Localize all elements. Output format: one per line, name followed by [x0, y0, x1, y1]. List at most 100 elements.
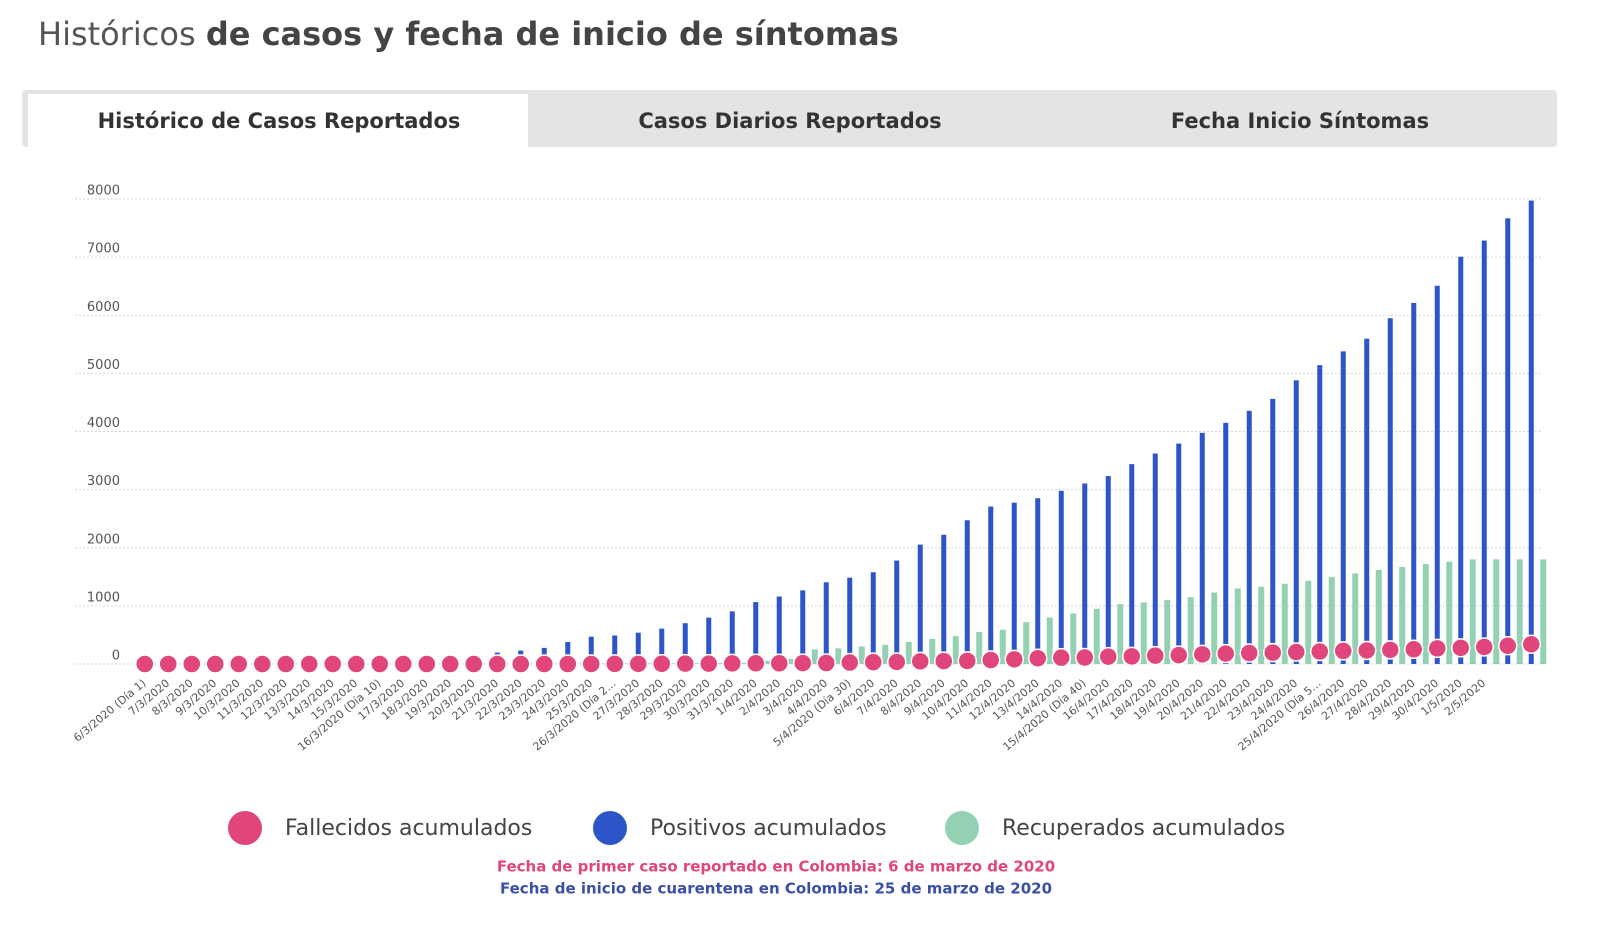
bar — [706, 617, 712, 664]
bar — [1446, 561, 1453, 664]
dot — [558, 654, 578, 674]
bar — [659, 628, 665, 664]
bar — [1105, 476, 1111, 664]
bar — [800, 590, 806, 664]
bar — [1070, 613, 1077, 664]
page-title: Históricos de casos y fecha de inicio de… — [38, 15, 899, 53]
dot — [675, 653, 695, 674]
dot — [1098, 646, 1118, 667]
bar — [1528, 200, 1534, 664]
bar — [1305, 580, 1312, 664]
dot — [205, 654, 225, 674]
legend-marker — [593, 811, 627, 845]
bar — [1352, 573, 1359, 664]
dot — [769, 653, 789, 673]
title-light: Históricos — [38, 15, 196, 53]
dot — [346, 654, 366, 674]
dot — [299, 654, 319, 674]
dot — [417, 654, 437, 674]
bar — [870, 572, 876, 664]
dot — [605, 654, 625, 674]
bar — [941, 534, 947, 664]
bar — [858, 646, 865, 664]
bar — [1458, 256, 1464, 664]
annotation: Fecha de primer caso reportado en Colomb… — [497, 858, 1055, 876]
bar — [835, 648, 842, 664]
y-tick-label: 3000 — [87, 474, 120, 489]
bar — [1129, 464, 1135, 664]
y-tick-label: 0 — [112, 649, 120, 664]
active-tab[interactable] — [28, 94, 528, 147]
bar — [753, 602, 759, 664]
dot — [1404, 639, 1424, 660]
dot — [957, 651, 977, 671]
bar — [929, 639, 936, 664]
bar — [776, 596, 782, 664]
tab[interactable]: Fecha Inicio Síntomas — [1171, 109, 1429, 133]
bar — [588, 636, 594, 664]
dot — [1333, 641, 1353, 661]
bar — [1340, 351, 1346, 664]
bar — [1117, 604, 1124, 664]
bar — [1199, 432, 1205, 664]
dot — [1498, 635, 1518, 656]
bar — [1411, 302, 1417, 664]
dot — [628, 654, 648, 674]
bar — [612, 635, 618, 664]
bar — [905, 641, 912, 664]
y-tick-label: 4000 — [87, 416, 120, 431]
dot — [393, 654, 413, 674]
dot — [1380, 640, 1400, 660]
bar — [1058, 490, 1064, 664]
legend-label: Recuperados acumulados — [1002, 816, 1285, 841]
dot — [722, 653, 742, 674]
title-bold: de casos y fecha de inicio de síntomas — [206, 15, 899, 53]
dot — [1051, 647, 1071, 668]
dot — [440, 654, 460, 674]
bar — [1540, 559, 1547, 664]
bar — [729, 611, 735, 664]
dot — [910, 651, 930, 672]
bar — [1011, 502, 1017, 664]
bar — [1281, 583, 1288, 664]
legend-label: Positivos acumulados — [650, 816, 887, 841]
bar — [741, 663, 748, 664]
dot — [1192, 644, 1212, 665]
bar — [1293, 380, 1299, 664]
bar — [1211, 592, 1218, 664]
bar — [999, 629, 1006, 664]
bar — [1176, 443, 1182, 664]
dot — [1286, 642, 1306, 662]
y-tick-label: 8000 — [87, 184, 120, 199]
dot — [511, 654, 531, 674]
bar — [1164, 600, 1171, 664]
legend-marker — [228, 811, 262, 845]
bar — [1481, 240, 1487, 664]
tab[interactable]: Histórico de Casos Reportados — [98, 109, 461, 133]
bar — [894, 560, 900, 664]
legend-label: Fallecidos acumulados — [285, 816, 532, 841]
dot — [793, 653, 813, 673]
bar — [1234, 588, 1241, 664]
dot — [1075, 647, 1095, 668]
bar — [1246, 410, 1252, 664]
bar — [1399, 566, 1406, 664]
dot — [1357, 640, 1377, 661]
dot — [252, 654, 272, 674]
dot — [816, 653, 836, 673]
bar — [1422, 564, 1429, 664]
dot — [746, 653, 766, 674]
bar — [694, 663, 701, 664]
bar — [1505, 218, 1511, 665]
bar — [976, 632, 983, 664]
dot — [581, 654, 601, 674]
dot — [1310, 641, 1330, 662]
dot — [370, 654, 390, 674]
bar — [1270, 398, 1276, 664]
dot — [182, 654, 202, 674]
tab[interactable]: Casos Diarios Reportados — [638, 109, 941, 133]
bar — [682, 623, 688, 664]
bar — [1258, 586, 1265, 664]
y-tick-label: 1000 — [87, 590, 120, 605]
